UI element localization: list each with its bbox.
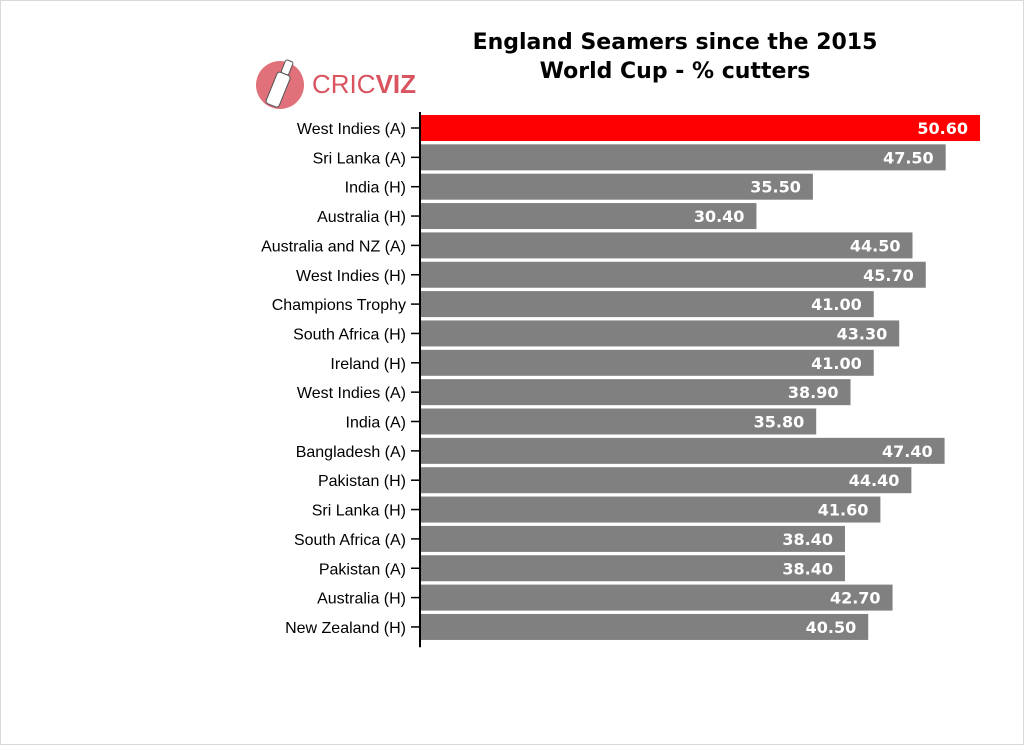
data-label: 40.50: [806, 618, 857, 637]
category-label: Australia (H): [317, 209, 406, 226]
data-label: 45.70: [863, 266, 914, 285]
data-label: 42.70: [830, 589, 881, 608]
category-label: Champions Trophy: [272, 297, 406, 314]
bar: [421, 555, 845, 582]
category-label: Australia and NZ (A): [261, 238, 406, 255]
bar: [421, 584, 893, 611]
category-label: Pakistan (H): [318, 473, 406, 490]
bar: [421, 115, 980, 141]
bar: [421, 261, 926, 288]
bar: [421, 437, 945, 464]
category-label: West Indies (A): [297, 121, 406, 138]
data-label: 38.90: [788, 383, 839, 402]
bar: [421, 496, 881, 523]
data-label: 44.40: [849, 471, 900, 490]
category-label: South Africa (H): [293, 326, 406, 343]
bar: [421, 349, 874, 376]
data-label: 50.60: [917, 119, 968, 138]
category-label: South Africa (A): [294, 532, 406, 549]
chart-title-line-2: World Cup - % cutters: [539, 59, 811, 84]
cricket-bat-icon: [256, 59, 304, 109]
data-label: 38.40: [782, 559, 833, 578]
data-label: 38.40: [782, 530, 833, 549]
category-label: Sri Lanka (H): [312, 503, 406, 520]
category-label: Sri Lanka (A): [313, 150, 406, 167]
bar: [421, 320, 900, 347]
logo-text-cric: CRIC: [312, 69, 376, 99]
bar: [421, 467, 912, 494]
bar: [421, 525, 845, 552]
bar: [421, 291, 874, 318]
category-label: India (H): [345, 180, 406, 197]
category-label: West Indies (H): [296, 268, 406, 285]
data-label: 43.30: [837, 324, 888, 343]
bar: [421, 203, 757, 230]
data-label: 41.00: [811, 354, 862, 373]
data-label: 41.00: [811, 295, 862, 314]
data-label: 47.40: [882, 442, 933, 461]
bar: [421, 408, 817, 435]
bar: [421, 613, 869, 640]
data-label: 35.50: [750, 178, 801, 197]
bar: [421, 379, 851, 406]
logo-text-viz: VIZ: [375, 69, 417, 99]
chart-title-line-1: England Seamers since the 2015: [472, 30, 878, 55]
data-label: 35.80: [754, 413, 805, 432]
chart-title: England Seamers since the 2015 World Cup…: [420, 28, 930, 86]
category-label: Australia (H): [317, 591, 406, 608]
category-label: Bangladesh (A): [296, 444, 406, 461]
bar: [421, 144, 946, 171]
cricviz-logo: CRICVIZ: [254, 55, 416, 111]
bar: [421, 173, 813, 200]
category-label: Pakistan (A): [319, 561, 406, 578]
category-label: West Indies (A): [297, 385, 406, 402]
data-label: 44.50: [850, 236, 901, 255]
data-label: 30.40: [694, 207, 745, 226]
category-label: Ireland (H): [330, 356, 406, 373]
category-label: New Zealand (H): [285, 620, 406, 637]
data-label: 41.60: [818, 501, 869, 520]
category-label: India (A): [346, 415, 406, 432]
cricviz-logo-text: CRICVIZ: [312, 69, 416, 100]
bar: [421, 232, 913, 259]
data-label: 47.50: [883, 148, 934, 167]
